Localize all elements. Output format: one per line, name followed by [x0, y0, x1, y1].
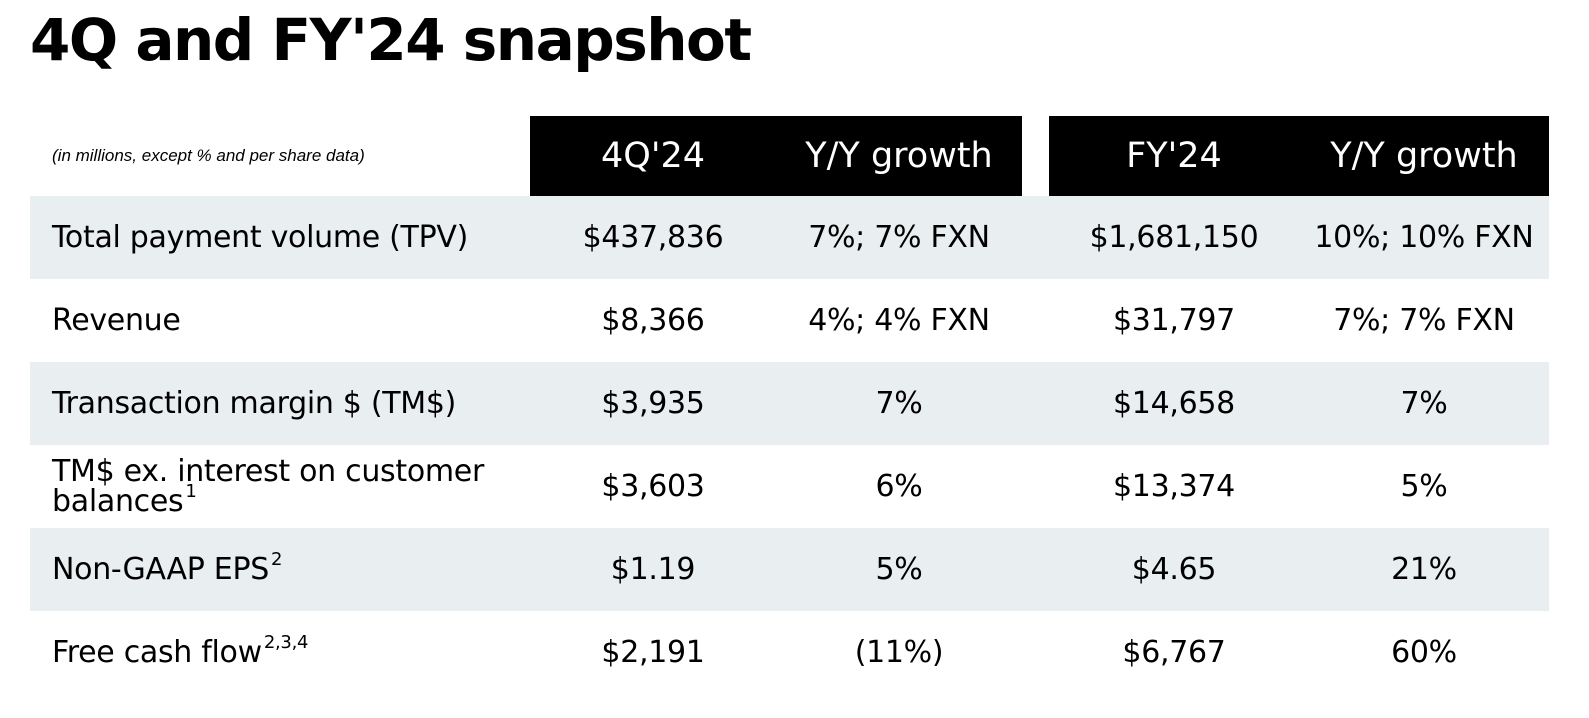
- row-label: Non-GAAP EPS 2: [52, 548, 283, 587]
- table-row-tm-ex-interest: TM$ ex. interest on customer balances 1 $…: [30, 445, 1560, 528]
- cell-4q24: $437,836: [582, 220, 724, 255]
- cell-fy24-growth: 60%: [1391, 635, 1457, 670]
- page-title: 4Q and FY'24 snapshot: [30, 6, 752, 74]
- cell-fy24: $13,374: [1113, 469, 1235, 504]
- cell-fy24-growth: 5%: [1400, 469, 1448, 504]
- cell-4q24: $1.19: [610, 552, 696, 587]
- cell-4q24-growth: 7%: [875, 386, 923, 421]
- row-label: Transaction margin $ (TM$): [52, 385, 457, 421]
- row-label: Free cash flow 2,3,4: [52, 631, 309, 670]
- cell-4q24: $3,603: [601, 469, 705, 504]
- cell-fy24-growth: 7%; 7% FXN: [1333, 303, 1515, 338]
- cell-4q24-growth: 4%; 4% FXN: [808, 303, 990, 338]
- footnote-marker: 2: [270, 548, 283, 570]
- header-block-fy24: [1049, 116, 1549, 196]
- table-row-transaction-margin: Transaction margin $ (TM$) $3,935 7% $14…: [30, 362, 1549, 445]
- header-4q24-yy-growth: Y/Y growth: [805, 136, 993, 176]
- cell-fy24: $6,767: [1122, 635, 1226, 670]
- cell-fy24: $14,658: [1113, 386, 1235, 421]
- cell-fy24-growth: 10%; 10% FXN: [1314, 220, 1534, 255]
- cell-fy24-growth: 21%: [1391, 552, 1457, 587]
- cell-fy24: $1,681,150: [1089, 220, 1259, 255]
- snapshot-table: (in millions, except % and per share dat…: [30, 116, 1560, 694]
- table-header-row: (in millions, except % and per share dat…: [30, 116, 1560, 196]
- row-label: Revenue: [52, 302, 181, 338]
- cell-4q24: $2,191: [601, 635, 705, 670]
- footnote-marker: 1: [185, 480, 197, 502]
- row-label: Total payment volume (TPV): [52, 219, 468, 255]
- header-fy24: FY'24: [1126, 136, 1222, 176]
- table-row-non-gaap-eps: Non-GAAP EPS 2 $1.19 5% $4.65 21%: [30, 528, 1549, 611]
- table-row-free-cash-flow: Free cash flow 2,3,4 $2,191 (11%) $6,767 …: [30, 611, 1560, 694]
- cell-fy24: $4.65: [1131, 552, 1217, 587]
- footnote-marker: 2,3,4: [263, 631, 309, 653]
- table-row-tpv: Total payment volume (TPV) $437,836 7%; …: [30, 196, 1549, 279]
- cell-fy24: $31,797: [1113, 303, 1235, 338]
- cell-4q24-growth: 5%: [875, 552, 923, 587]
- cell-4q24-growth: 7%; 7% FXN: [808, 220, 990, 255]
- units-note: (in millions, except % and per share dat…: [52, 146, 365, 165]
- cell-4q24: $3,935: [601, 386, 705, 421]
- cell-4q24-growth: 6%: [875, 469, 923, 504]
- header-fy24-yy-growth: Y/Y growth: [1330, 136, 1518, 176]
- cell-fy24-growth: 7%: [1400, 386, 1448, 421]
- cell-4q24: $8,366: [601, 303, 705, 338]
- header-4q24: 4Q'24: [601, 136, 705, 176]
- cell-4q24-growth: (11%): [854, 635, 944, 670]
- row-label: TM$ ex. interest on customer balances 1: [52, 453, 484, 519]
- header-block-4q24: [530, 116, 1022, 196]
- table-row-revenue: Revenue $8,366 4%; 4% FXN $31,797 7%; 7%…: [30, 279, 1560, 362]
